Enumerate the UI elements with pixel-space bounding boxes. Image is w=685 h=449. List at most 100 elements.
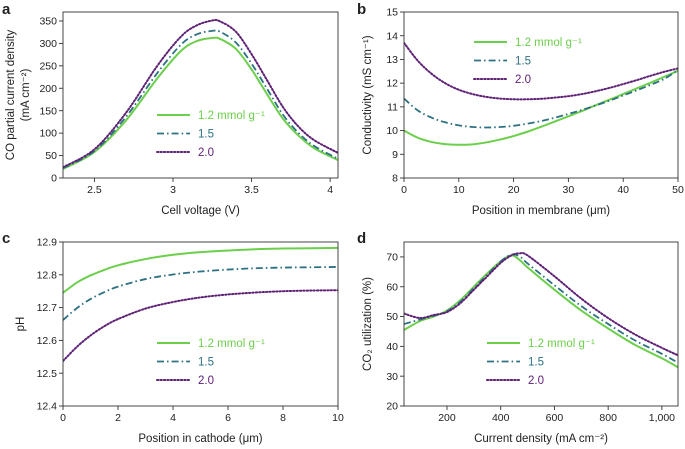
y-tick-label: 9 <box>392 149 398 161</box>
series-line-c-1 <box>63 246 338 294</box>
x-axis-label-d: Current density (mA cm⁻²) <box>474 433 608 445</box>
plot-frame-c <box>62 241 339 407</box>
x-tick-label: 4 <box>327 184 333 196</box>
y-tick-label: 10 <box>386 125 398 137</box>
x-tick-label: 0 <box>60 412 66 424</box>
y-tick-label: 20 <box>386 401 398 413</box>
x-axis-label-a: Cell voltage (V) <box>161 205 240 217</box>
x-tick-label: 50 <box>672 184 684 196</box>
legend-d: 1.2 mmol g⁻¹ 1.5 2.0 <box>486 338 595 387</box>
legend-label: 1.5 <box>528 357 544 369</box>
series-line-d-1 <box>404 254 678 369</box>
y-tick-label: 70 <box>386 252 398 264</box>
x-axis-label-c: Position in cathode (μm) <box>138 433 262 445</box>
legend-label: 1.5 <box>198 129 214 141</box>
y-tick-label: 200 <box>39 83 57 95</box>
panel-letter-c: c <box>2 230 10 247</box>
y-tick-label: 12.5 <box>37 368 58 380</box>
plot-frame-d <box>403 241 679 407</box>
y-tick-label: 30 <box>386 371 398 383</box>
x-tick-label: 200 <box>438 412 456 424</box>
y-tick-label: 300 <box>39 38 57 50</box>
y-axis-label-a: CO partial current density <box>5 30 17 161</box>
legend-b: 1.2 mmol g⁻¹ 1.5 2.0 <box>473 37 582 86</box>
legend-c: 1.2 mmol g⁻¹ 1.5 2.0 <box>156 338 265 387</box>
series-line-a-2 <box>63 29 338 169</box>
legend-label: 2.0 <box>198 147 214 159</box>
y-tick-label: 12.9 <box>37 237 58 249</box>
plot-area-d <box>404 251 678 369</box>
x-tick-label: 8 <box>280 412 286 424</box>
x-tick-label: 800 <box>599 412 617 424</box>
y-tick-label: 8 <box>392 173 398 185</box>
y-tick-label: 0 <box>51 173 57 185</box>
y-tick-label: 50 <box>386 311 398 323</box>
panel-c-chart: 0 2 4 6 8 10 12.4 12.5 12.6 12.7 12.8 12.9 Position … <box>15 237 344 445</box>
y-tick-label: 12 <box>386 78 398 90</box>
legend-label: 1.2 mmol g⁻¹ <box>198 338 265 350</box>
x-tick-label: 10 <box>453 184 465 196</box>
x-tick-label: 10 <box>332 412 344 424</box>
y-tick-label: 60 <box>386 281 398 293</box>
y-tick-label: 13 <box>386 54 398 66</box>
x-tick-label: 1,000 <box>649 412 675 424</box>
x-tick-label: 0 <box>401 184 407 196</box>
y-tick-label: 12.4 <box>37 401 58 413</box>
x-tick-label: 4 <box>170 412 176 424</box>
y-tick-label: 40 <box>386 341 398 353</box>
legend-label: 1.2 mmol g⁻¹ <box>198 110 265 122</box>
y-tick-label: 350 <box>39 16 57 28</box>
y-tick-label: 12.7 <box>37 302 58 314</box>
panel-letter-a: a <box>2 1 11 18</box>
plot-area-a <box>63 19 338 170</box>
x-tick-label: 30 <box>563 184 575 196</box>
series-line-a-1 <box>63 36 338 170</box>
legend-label: 1.5 <box>515 56 531 68</box>
legend-a: 1.2 mmol g⁻¹ 1.5 2.0 <box>156 110 265 159</box>
x-axis-label-b: Position in membrane (μm) <box>472 205 610 217</box>
panel-d-chart: 200 400 600 800 1,000 20 30 40 50 60 70 Current den… <box>362 241 679 445</box>
series-line-c-3 <box>63 289 338 363</box>
y-tick-label: 12.6 <box>37 335 58 347</box>
legend-label: 1.2 mmol g⁻¹ <box>528 338 595 350</box>
y-tick-label: 14 <box>386 30 398 42</box>
y-tick-label: 50 <box>45 150 57 162</box>
legend-label: 1.2 mmol g⁻¹ <box>515 37 582 49</box>
y-axis-label-d: CO₂ utilization (%) <box>362 277 374 371</box>
legend-label: 2.0 <box>528 375 544 387</box>
panel-b-chart: 0 10 20 30 40 50 8 9 10 11 12 13 14 15 Position in mem… <box>362 7 684 217</box>
y-tick-label: 100 <box>39 128 57 140</box>
x-tick-label: 40 <box>617 184 629 196</box>
x-tick-label: 2.5 <box>87 184 102 196</box>
x-tick-label: 20 <box>508 184 520 196</box>
y-tick-label: 150 <box>39 105 57 117</box>
series-line-a-3 <box>63 19 338 169</box>
series-line-c-2 <box>63 266 338 321</box>
y-tick-label: 250 <box>39 60 57 72</box>
x-tick-label: 3 <box>170 184 176 196</box>
x-tick-label: 6 <box>225 412 231 424</box>
legend-label: 1.5 <box>198 357 214 369</box>
y-axis-label-a: (mA cm⁻²) <box>20 68 32 121</box>
series-line-b-1 <box>404 69 678 146</box>
x-tick-label: 600 <box>546 412 564 424</box>
panel-letter-d: d <box>357 230 366 247</box>
y-tick-label: 15 <box>386 7 398 19</box>
legend-label: 2.0 <box>515 74 531 86</box>
plot-frame-b <box>403 11 679 179</box>
y-tick-label: 12.8 <box>37 269 58 281</box>
y-tick-label: 11 <box>387 101 398 113</box>
series-line-b-3 <box>404 41 678 101</box>
plot-area-b <box>404 41 678 146</box>
plot-frame-a <box>62 11 339 179</box>
plot-area-c <box>63 246 338 363</box>
x-tick-label: 400 <box>492 412 510 424</box>
series-line-d-3 <box>404 251 678 357</box>
panel-a-chart: 2.5 3 3.5 4 0 50 100 150 200 250 300 350 Cell voltag… <box>5 11 339 217</box>
y-axis-label-b: Conductivity (mS cm⁻¹) <box>362 35 374 154</box>
x-tick-label: 2 <box>115 412 121 424</box>
panel-letter-b: b <box>357 1 366 18</box>
legend-label: 2.0 <box>198 375 214 387</box>
x-tick-label: 3.5 <box>244 184 259 196</box>
